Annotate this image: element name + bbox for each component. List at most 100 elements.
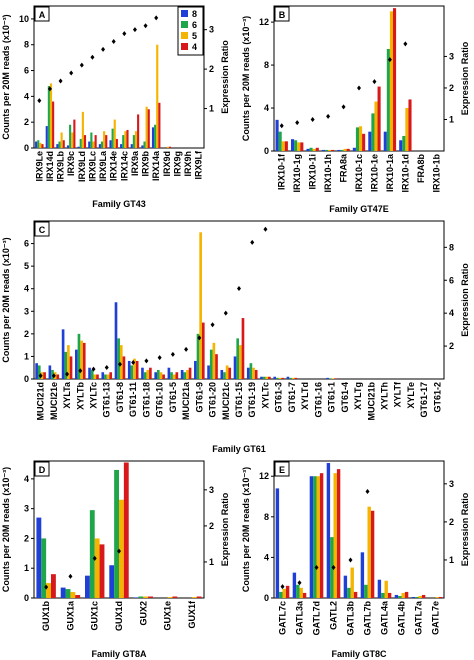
y-tick-label: 4 — [264, 103, 269, 113]
bar — [275, 119, 279, 151]
y-axis-label: Counts per 20M reads (x10⁻³) — [241, 16, 251, 141]
bar — [418, 595, 422, 598]
bar — [296, 584, 300, 598]
y2-tick-label: 4 — [449, 308, 454, 318]
bar — [265, 376, 269, 379]
panel-letter: C — [39, 225, 46, 235]
legend-label: 6 — [192, 20, 197, 30]
bar — [126, 129, 129, 148]
bar — [123, 462, 129, 598]
bar — [289, 377, 292, 379]
bar — [159, 372, 163, 379]
bar — [106, 374, 110, 379]
bar — [39, 142, 42, 148]
bar — [281, 141, 285, 151]
bar — [99, 544, 105, 598]
x-tick-label: XYLTa — [62, 381, 72, 409]
bar — [220, 369, 224, 379]
x-tick-label: MUCI21c — [221, 382, 231, 420]
ratio-point — [154, 15, 159, 21]
x-tick-label: IRX9b — [141, 151, 151, 177]
bar — [75, 595, 81, 598]
x-tick-label: GUX1f — [187, 600, 197, 629]
bar — [130, 144, 133, 148]
x-tick-label: IRX9a — [130, 150, 140, 176]
bar — [276, 377, 279, 379]
x-tick-label: IRX14d — [45, 151, 55, 182]
ratio-point — [68, 573, 73, 579]
x-tick-label: GT61-15 — [234, 382, 244, 418]
bar — [104, 374, 107, 379]
x-tick-label: GT61-5 — [168, 382, 178, 413]
bar — [130, 365, 134, 379]
bar — [343, 575, 348, 598]
y2-axis-label: Expression Ratio — [220, 492, 230, 566]
ratio-point — [372, 79, 377, 85]
bar — [306, 148, 310, 151]
bar — [109, 372, 113, 379]
bar — [398, 595, 402, 598]
y2-tick-label: 1 — [209, 104, 214, 114]
y2-tick-label: 2 — [449, 341, 454, 351]
bar — [328, 149, 332, 151]
bar — [278, 377, 282, 379]
bar — [359, 126, 363, 151]
bar — [252, 367, 255, 379]
bar — [149, 367, 152, 379]
x-tick-label: GATL7d — [312, 601, 322, 635]
x-axis-label: Family GT47E — [329, 204, 389, 214]
ratio-point — [117, 361, 122, 367]
x-tick-label: GATL7a — [414, 600, 424, 635]
bar — [321, 149, 325, 151]
bar — [114, 302, 118, 379]
bar — [167, 597, 173, 598]
y2-tick-label: 1 — [449, 555, 454, 565]
bar — [405, 108, 409, 151]
ratio-point — [90, 54, 95, 60]
bar — [383, 131, 387, 151]
bar — [75, 349, 78, 379]
x-tick-label: GT61-8 — [115, 382, 125, 413]
bar — [291, 377, 295, 379]
ratio-point — [295, 120, 300, 126]
bar — [209, 349, 213, 379]
bar — [52, 101, 55, 148]
bar — [180, 369, 184, 379]
panel-letter: B — [279, 10, 286, 20]
bar — [146, 369, 150, 379]
x-tick-label: IRX10-1i — [308, 154, 318, 190]
bar — [73, 119, 76, 148]
x-tick-label: MUCI21a — [181, 381, 191, 420]
bar — [158, 102, 161, 148]
bar — [384, 580, 388, 598]
bar — [114, 469, 119, 598]
bar — [80, 340, 83, 379]
bar — [199, 232, 202, 379]
x-tick-label: XYLTc — [260, 382, 270, 409]
ratio-point — [310, 116, 315, 122]
bar — [328, 378, 332, 379]
ratio-point — [144, 358, 149, 364]
legend-swatch — [181, 21, 188, 28]
ratio-point — [51, 373, 56, 379]
bar — [143, 372, 147, 379]
bar — [162, 374, 165, 379]
bar — [135, 360, 139, 379]
x-tick-label: XYLTd — [300, 382, 310, 410]
bar — [111, 128, 114, 148]
bar — [389, 11, 393, 151]
y-tick-label: 4 — [24, 91, 29, 101]
y2-tick-label: 2 — [209, 64, 214, 74]
bar — [408, 99, 412, 151]
bar — [421, 594, 426, 598]
x-tick-label: IRX10-1c — [354, 154, 364, 192]
x-tick-label: IRX9Lc — [87, 151, 97, 182]
bar — [281, 377, 284, 379]
bar — [133, 358, 136, 379]
bar — [337, 149, 341, 151]
panel-letter-box — [34, 6, 50, 22]
y-tick-label: 8 — [24, 40, 29, 50]
bar — [141, 367, 144, 379]
y-tick-label: 0 — [24, 143, 29, 153]
